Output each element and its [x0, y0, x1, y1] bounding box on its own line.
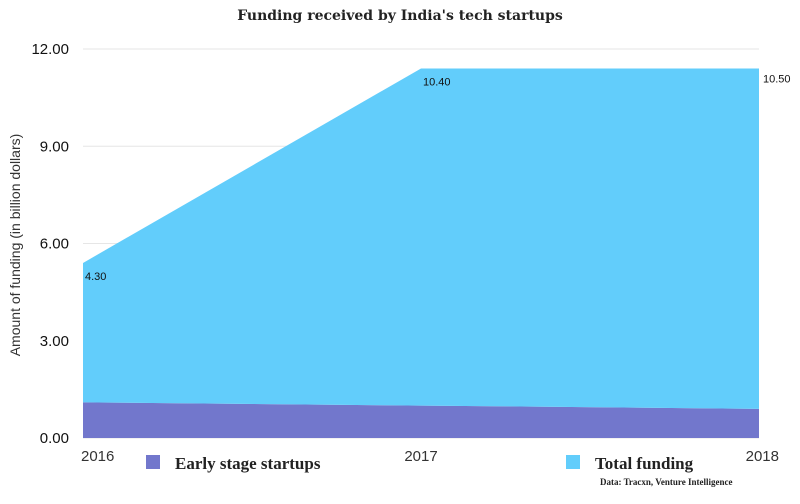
data-label: 4.30	[85, 271, 106, 283]
legend-label-total: Total funding	[595, 454, 694, 473]
plot-areas	[83, 68, 759, 438]
y-tick-label: 6.00	[40, 236, 69, 253]
legend-swatch-total	[566, 455, 580, 469]
y-tick-label: 3.00	[40, 333, 69, 350]
source-note: Data: Tracxn, Venture Intelligence	[600, 477, 733, 487]
x-tick-label: 2016	[81, 448, 114, 465]
y-tick-label: 12.00	[31, 41, 69, 58]
legend: Early stage startups Total funding	[146, 454, 694, 473]
y-axis-label: Amount of funding (in billion dollars)	[7, 134, 23, 357]
area-total-funding	[83, 68, 759, 409]
area-early-stage	[83, 402, 759, 438]
x-tick-label: 2017	[404, 448, 437, 465]
x-tick-label: 2018	[746, 448, 779, 465]
x-axis-ticks: 2016 2017 2018	[81, 448, 779, 465]
data-label: 10.40	[423, 76, 451, 88]
legend-swatch-early	[146, 455, 160, 469]
y-tick-label: 0.00	[40, 430, 69, 447]
data-label: 10.50	[763, 73, 791, 85]
y-axis-ticks: 0.00 3.00 6.00 9.00 12.00	[31, 41, 69, 447]
y-tick-label: 9.00	[40, 138, 69, 155]
chart-title: Funding received by India's tech startup…	[237, 8, 563, 24]
legend-label-early: Early stage startups	[175, 454, 321, 473]
data-labels: 4.30 10.40 10.50	[85, 73, 791, 283]
